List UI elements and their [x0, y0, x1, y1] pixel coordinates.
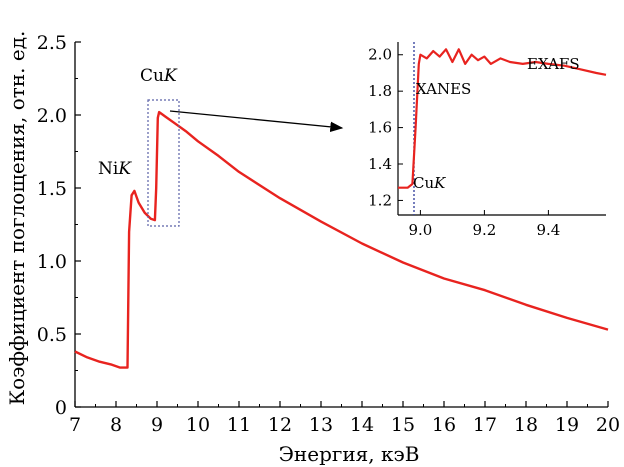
x-tick-label: 13 [309, 414, 333, 436]
zoom-arrow [169, 110, 344, 133]
inset-annotation-cuk: CuK [413, 174, 446, 192]
y-tick-label: 0.5 [37, 324, 67, 346]
inset-x-tick-label: 9.2 [472, 221, 496, 239]
inset-y-tick-label: 2.0 [368, 46, 392, 64]
x-tick-label: 19 [555, 414, 579, 436]
inset-y-tick-label: 1.4 [368, 155, 392, 173]
inset-y-tick-label: 1.6 [368, 119, 392, 137]
inset-y-tick-label: 1.8 [368, 82, 392, 100]
x-tick-label: 18 [514, 414, 538, 436]
y-tick-label: 0 [55, 397, 67, 419]
inset-series-line [398, 48, 607, 189]
main-series [74, 110, 609, 369]
x-tick-label: 12 [268, 414, 292, 436]
x-tick-label: 7 [69, 414, 81, 436]
x-tick-label: 9 [151, 414, 163, 436]
inset-annotation-xanes: XANES [416, 80, 471, 98]
y-tick-label: 2.0 [37, 105, 67, 127]
x-tick-label: 10 [186, 414, 210, 436]
x-tick-label: 16 [432, 414, 456, 436]
y-axis-title: Коэффициент поглощения, отн. ед. [5, 31, 29, 406]
x-axis-title: Энергия, кэВ [279, 442, 420, 466]
x-tick-label: 17 [473, 414, 497, 436]
inset-y-tick-label: 1.2 [368, 191, 392, 209]
inset-x-tick-label: 9.0 [408, 221, 432, 239]
y-tick-label: 2.5 [37, 32, 67, 54]
y-tick-label: 1.0 [37, 251, 67, 273]
inset-background [398, 42, 606, 215]
main-ticks: 7 8 9 10 11 12 13 14 15 16 17 18 19 20 0 0.5 1.0 1.5 2.0 2.… [37, 32, 620, 436]
x-tick-label: 8 [110, 414, 122, 436]
zoom-box [147, 99, 180, 227]
x-tick-label: 11 [227, 414, 251, 436]
inset-series [398, 48, 607, 189]
y-tick-label: 1.5 [37, 178, 67, 200]
series-line [74, 110, 609, 369]
x-tick-label: 15 [391, 414, 415, 436]
x-tick-label: 14 [350, 414, 374, 436]
inset-x-tick-label: 9.4 [536, 221, 560, 239]
inset-axes [397, 42, 606, 216]
x-tick-label: 20 [596, 414, 620, 436]
annotation-nik: NiK [98, 159, 132, 179]
annotation-cuk: CuK [140, 66, 178, 86]
inset-annotation-exafs: EXAFS [527, 55, 580, 73]
inset-ticks: 9.0 9.2 9.4 1.2 1.4 1.6 1.8 2.0 [368, 42, 560, 239]
